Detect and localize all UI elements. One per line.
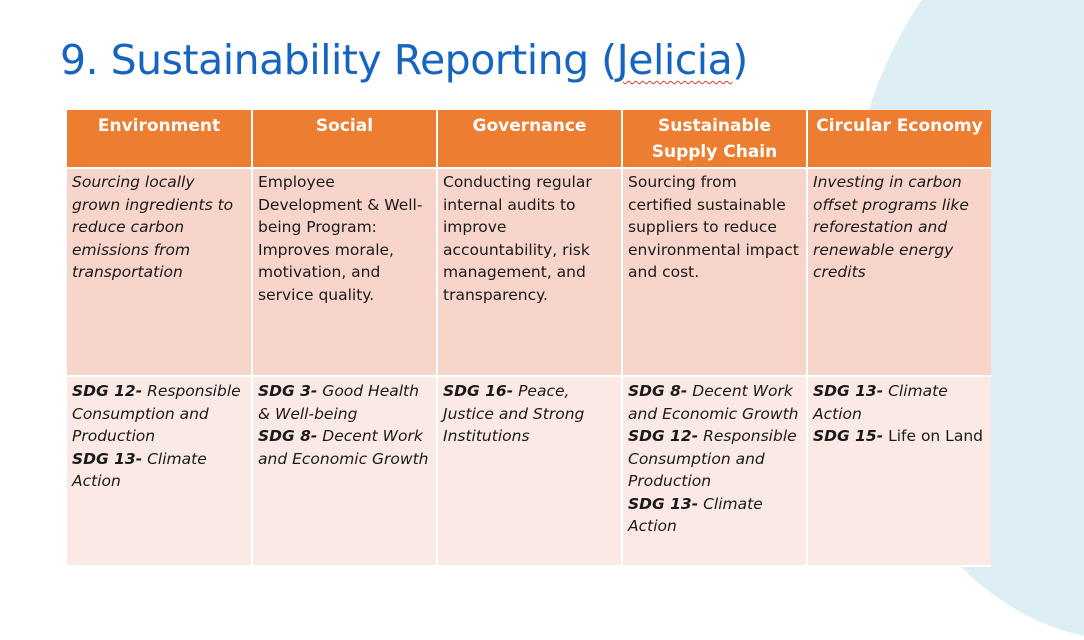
sdg-item: SDG 8- Decent Work and Economic Growth [258,425,432,470]
sdg-code: SDG 13- [813,382,884,400]
header-social: Social [252,110,438,169]
sdg-code: SDG 12- [628,427,699,445]
sdg-item: SDG 15- Life on Land [813,425,987,448]
sdg-name: Good Health & Well-being [258,382,419,423]
cell-supply-chain-sdgs: SDG 8- Decent Work and Economic Growth S… [622,376,808,567]
sdg-name: Climate Action [628,494,763,536]
header-governance: Governance [437,110,623,169]
sdg-item: SDG 16- Peace, Justice and Strong Instit… [443,380,617,448]
sdg-code: SDG 15- [813,427,884,445]
cell-environment-sdgs: SDG 12- Responsible Consumption and Prod… [67,376,253,567]
description-row: Sourcing locally grown ingredients to re… [67,168,991,377]
sdg-item: SDG 8- Decent Work and Economic Growth [628,380,802,425]
sdg-row: SDG 12- Responsible Consumption and Prod… [67,376,991,567]
header-environment: Environment [67,110,253,169]
slide-title-close: ) [732,36,748,84]
sdg-name: Responsible Consumption and Production [628,427,797,490]
sdg-code: SDG 3- [258,382,318,400]
sdg-item: SDG 3- Good Health & Well-being [258,380,432,425]
sdg-name: Peace, Justice and Strong Institutions [443,382,585,445]
cell-circular-economy-sdgs: SDG 13- Climate Action SDG 15- Life on L… [807,376,991,567]
sdg-name: Life on Land [883,427,983,445]
cell-social-sdgs: SDG 3- Good Health & Well-being SDG 8- D… [252,376,438,567]
cell-governance-sdgs: SDG 16- Peace, Justice and Strong Instit… [437,376,623,567]
slide-title-name-spellcheck: Jelicia [616,36,733,84]
cell-supply-chain-description: Sourcing from certified sustainable supp… [622,168,808,377]
sdg-code: SDG 13- [72,449,143,468]
sdg-code: SDG 13- [628,494,699,513]
sdg-name: Decent Work and Economic Growth [628,382,799,423]
slide-title: 9. Sustainability Reporting (Jelicia) [60,36,748,84]
cell-environment-description: Sourcing locally grown ingredients to re… [67,168,253,377]
sdg-item: SDG 13- Climate Action [72,448,247,493]
sdg-code: SDG 16- [443,382,514,400]
cell-social-description: Employee Development & Well-being Progra… [252,168,438,377]
header-row: Environment Social Governance Sustainabl… [67,110,991,169]
sdg-item: SDG 13- Climate Action [813,380,987,425]
sdg-item: SDG 12- Responsible Consumption and Prod… [72,380,247,448]
header-sustainable-supply-chain: Sustainable Supply Chain [622,110,808,169]
sdg-code: SDG 12- [72,382,143,400]
cell-circular-economy-description: Investing in carbon offset programs like… [807,168,991,377]
sdg-name: Decent Work and Economic Growth [258,427,429,468]
sdg-name: Climate Action [72,449,207,491]
sustainability-table: Environment Social Governance Sustainabl… [67,110,991,567]
sdg-name: Climate Action [813,382,948,423]
sdg-code: SDG 8- [628,382,688,400]
slide-title-text: 9. Sustainability Reporting ( [60,36,617,84]
header-circular-economy: Circular Economy [807,110,991,169]
cell-governance-description: Conducting regular internal audits to im… [437,168,623,377]
sdg-item: SDG 12- Responsible Consumption and Prod… [628,425,802,493]
sdg-item: SDG 13- Climate Action [628,493,802,538]
sdg-code: SDG 8- [258,427,318,445]
sdg-name: Responsible Consumption and Production [72,382,241,445]
